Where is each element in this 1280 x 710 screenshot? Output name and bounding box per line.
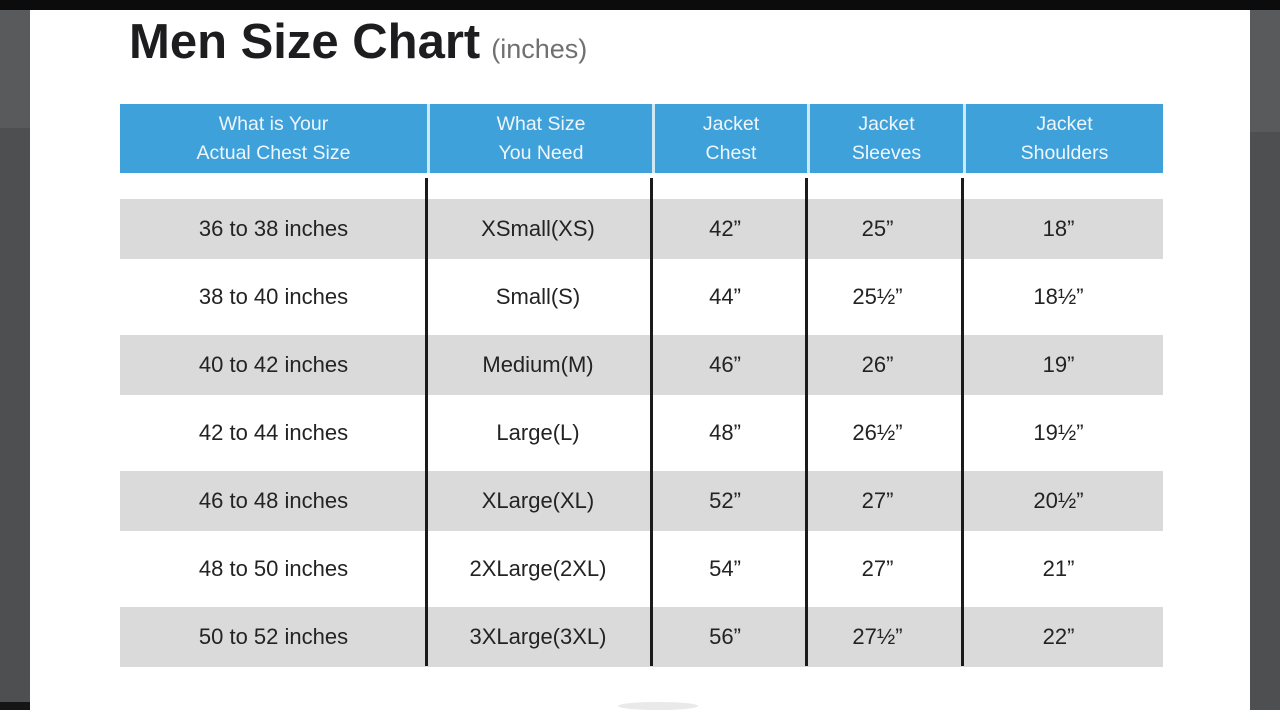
cell-jacket-chest: 48” [709, 420, 741, 445]
column-header-jacket-shoulders: Jacket Shoulders [1020, 112, 1109, 164]
table-row: 40 to 42 inches Medium(M) 46” 26” 19” [120, 331, 1163, 399]
cell-jacket-chest: 56” [709, 624, 741, 649]
cell-size-needed: XSmall(XS) [481, 216, 595, 241]
cell-jacket-sleeves: 26½” [852, 420, 903, 445]
column-divider-2 [650, 178, 653, 666]
cell-chest-size: 36 to 38 inches [198, 216, 349, 241]
cell-size-needed: 2XLarge(2XL) [469, 556, 607, 581]
cell-jacket-sleeves: 27” [861, 488, 894, 513]
cell-size-needed: XLarge(XL) [481, 488, 595, 513]
table-body: 36 to 38 inches XSmall(XS) 42” 25” 18” 3… [120, 173, 1163, 671]
table-rows: 36 to 38 inches XSmall(XS) 42” 25” 18” 3… [120, 195, 1163, 671]
cell-jacket-chest: 42” [709, 216, 741, 241]
cell-chest-size: 42 to 44 inches [198, 420, 349, 445]
cell-jacket-sleeves: 27” [861, 556, 894, 581]
cell-size-needed: Small(S) [495, 284, 581, 309]
cell-jacket-shoulders: 22” [1042, 624, 1075, 649]
cell-size-needed: Medium(M) [482, 352, 594, 377]
column-header-jacket-chest: Jacket Chest [655, 104, 810, 173]
cell-jacket-chest: 54” [709, 556, 741, 581]
cell-chest-size: 46 to 48 inches [198, 488, 349, 513]
cell-jacket-shoulders: 19½” [1033, 420, 1084, 445]
cell-chest-size: 38 to 40 inches [198, 284, 349, 309]
cell-jacket-shoulders: 20½” [1033, 488, 1084, 513]
cell-jacket-sleeves: 25” [861, 216, 894, 241]
table-row: 42 to 44 inches Large(L) 48” 26½” 19½” [120, 399, 1163, 467]
cell-jacket-shoulders: 18½” [1033, 284, 1084, 309]
letterbox-left-band [0, 10, 30, 710]
table-row: 48 to 50 inches 2XLarge(2XL) 54” 27” 21” [120, 535, 1163, 603]
cell-jacket-sleeves: 27½” [852, 624, 903, 649]
table-row: 46 to 48 inches XLarge(XL) 52” 27” 20½” [120, 467, 1163, 535]
column-header-chest-size: What is Your Actual Chest Size [120, 104, 430, 173]
cell-jacket-sleeves: 26” [861, 352, 894, 377]
bottom-artifact-smudge [618, 702, 698, 710]
cell-jacket-shoulders: 21” [1042, 556, 1075, 581]
cell-size-needed: Large(L) [496, 420, 580, 445]
page-title: Men Size Chart [129, 15, 481, 69]
cell-jacket-shoulders: 18” [1042, 216, 1075, 241]
cell-jacket-chest: 52” [709, 488, 741, 513]
cell-chest-size: 40 to 42 inches [198, 352, 349, 377]
cell-size-needed: 3XLarge(3XL) [469, 624, 607, 649]
column-divider-4 [961, 178, 964, 666]
letterbox-top-bar [0, 0, 1280, 10]
table-header-row: What is Your Actual Chest Size What Size… [120, 104, 1163, 173]
letterbox-right-band [1250, 10, 1280, 710]
cell-jacket-chest: 46” [709, 352, 741, 377]
cell-jacket-chest: 44” [709, 284, 741, 309]
table-row: 38 to 40 inches Small(S) 44” 25½” 18½” [120, 263, 1163, 331]
cell-jacket-sleeves: 25½” [852, 284, 903, 309]
size-chart-table: What is Your Actual Chest Size What Size… [120, 104, 1163, 671]
column-divider-1 [425, 178, 428, 666]
table-row: 36 to 38 inches XSmall(XS) 42” 25” 18” [120, 195, 1163, 263]
column-header-size-needed: What Size You Need [430, 104, 655, 173]
cell-chest-size: 48 to 50 inches [198, 556, 349, 581]
title-row: Men Size Chart (inches) [129, 14, 587, 70]
column-header-jacket-sleeves: Jacket Sleeves [810, 104, 966, 173]
page-title-units: (inches) [491, 34, 588, 64]
column-divider-3 [805, 178, 808, 666]
cell-jacket-shoulders: 19” [1042, 352, 1075, 377]
table-row: 50 to 52 inches 3XLarge(3XL) 56” 27½” 22… [120, 603, 1163, 671]
cell-chest-size: 50 to 52 inches [198, 624, 349, 649]
